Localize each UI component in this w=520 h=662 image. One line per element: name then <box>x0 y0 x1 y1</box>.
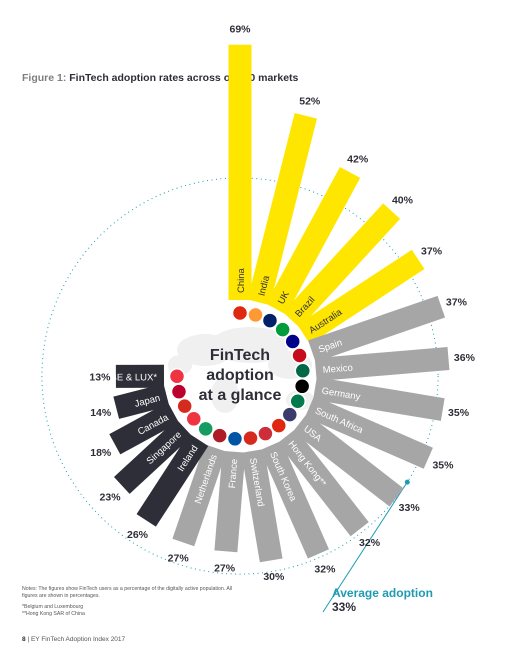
bar-value-label: 33% <box>399 502 421 514</box>
bar <box>313 377 445 421</box>
flag-icon <box>176 397 193 415</box>
bar <box>241 449 283 563</box>
bar-value-label: 35% <box>432 460 454 472</box>
bar-category-label: France <box>227 458 240 488</box>
footnote-2: **Hong Kong SAR of China <box>22 611 85 617</box>
flag-icon <box>294 362 312 379</box>
notes: Notes: The figures show FinTech users as… <box>22 586 242 622</box>
map-blob <box>211 377 239 413</box>
bar <box>282 203 401 328</box>
flag-icon <box>226 430 244 448</box>
bar-value-label: 27% <box>214 562 236 574</box>
bar <box>109 402 179 455</box>
bar <box>266 166 361 315</box>
bar-value-label: 32% <box>359 537 381 549</box>
bar-group: India <box>247 112 317 306</box>
bar-value-label: 37% <box>446 296 468 308</box>
bar-value-label: 23% <box>100 491 122 503</box>
flag-icon <box>270 417 288 434</box>
average-value: 33% <box>332 600 357 614</box>
bar <box>113 419 193 494</box>
bar <box>172 444 227 547</box>
flag-icon <box>261 312 279 329</box>
flag-icon <box>185 410 203 428</box>
bar-category-label: India <box>256 274 272 297</box>
bar-value-label: 42% <box>347 153 369 165</box>
bar-group: France <box>214 450 246 553</box>
bar-category-label: China <box>236 267 247 293</box>
flag-icon <box>257 425 274 442</box>
bar-value-label: 14% <box>90 407 112 419</box>
bar <box>305 395 433 469</box>
bar-value-label: 40% <box>392 194 414 206</box>
bar-value-label: 18% <box>90 447 112 459</box>
map-blob <box>210 327 290 363</box>
notes-main: Notes: The figures show FinTech users as… <box>22 586 233 599</box>
flag-icon <box>281 406 299 423</box>
bar <box>293 413 404 507</box>
flag-icon <box>284 333 301 350</box>
bar-value-label: 26% <box>127 529 149 541</box>
bar-group: Brazil <box>282 203 401 328</box>
bar <box>136 433 209 527</box>
bar-value-label: 52% <box>299 95 321 107</box>
footer-text: EY FinTech Adoption Index 2017 <box>30 636 126 643</box>
bar-category-label: BE & LUX* <box>111 372 158 383</box>
bar <box>277 428 369 537</box>
bar-value-label: 30% <box>263 571 285 583</box>
average-circle <box>41 177 439 575</box>
average-connector <box>322 481 408 613</box>
bar <box>247 112 317 306</box>
flag-icon <box>211 427 228 444</box>
bar <box>228 44 252 300</box>
bar-group: BE & LUX* <box>111 364 165 388</box>
bar <box>297 249 425 345</box>
center-title-line: at a glance <box>199 387 282 404</box>
bar-value-label: 13% <box>89 371 111 383</box>
bar <box>214 450 246 553</box>
bar-value-label: 37% <box>421 246 443 258</box>
flag-icon <box>293 378 311 395</box>
flag-icon <box>170 383 188 400</box>
figure-label: Figure 1: <box>22 72 67 84</box>
flag-icon <box>242 429 259 447</box>
bar-value-label: 69% <box>229 24 251 36</box>
footer-separator: | <box>27 636 30 643</box>
bar-group: UK <box>266 166 361 315</box>
flag-icon <box>291 347 308 364</box>
flag-icon <box>168 367 186 385</box>
bar <box>260 440 329 559</box>
bar-group: USA <box>293 413 404 507</box>
flag-icon <box>197 420 214 438</box>
bar-group: China <box>228 44 252 300</box>
bar-group: Mexico <box>314 347 450 382</box>
center-title-line: FinTech <box>210 347 270 364</box>
footnote-1: *Belgium and Luxembourg <box>22 604 84 610</box>
bar <box>308 295 446 363</box>
bar-value-label: 32% <box>314 564 336 576</box>
bar-group: Germany <box>313 377 445 421</box>
page-footer: 8 | EY FinTech Adoption Index 2017 <box>22 636 125 643</box>
bar-value-label: 36% <box>454 352 476 364</box>
bar-group: Japan <box>113 383 170 419</box>
flag-icon <box>247 306 264 324</box>
flag-icon <box>274 321 291 338</box>
bar-category-label: Mexico <box>322 363 353 376</box>
bar-group: Switzerland <box>241 449 283 563</box>
page-number: 8 <box>22 636 26 643</box>
bar-value-label: 27% <box>168 553 190 565</box>
bar <box>115 364 165 388</box>
average-adoption: Average adoption 33% <box>332 586 433 614</box>
bar <box>314 347 450 382</box>
bar-value-label: 35% <box>448 407 470 419</box>
bar-group: Singapore <box>113 419 193 494</box>
flag-icon <box>289 392 306 410</box>
average-label: Average adoption <box>332 586 433 600</box>
flag-icon <box>231 304 249 322</box>
bar-group: Spain <box>308 295 446 363</box>
center-title-line: adoption <box>206 367 274 384</box>
bar <box>113 383 170 419</box>
